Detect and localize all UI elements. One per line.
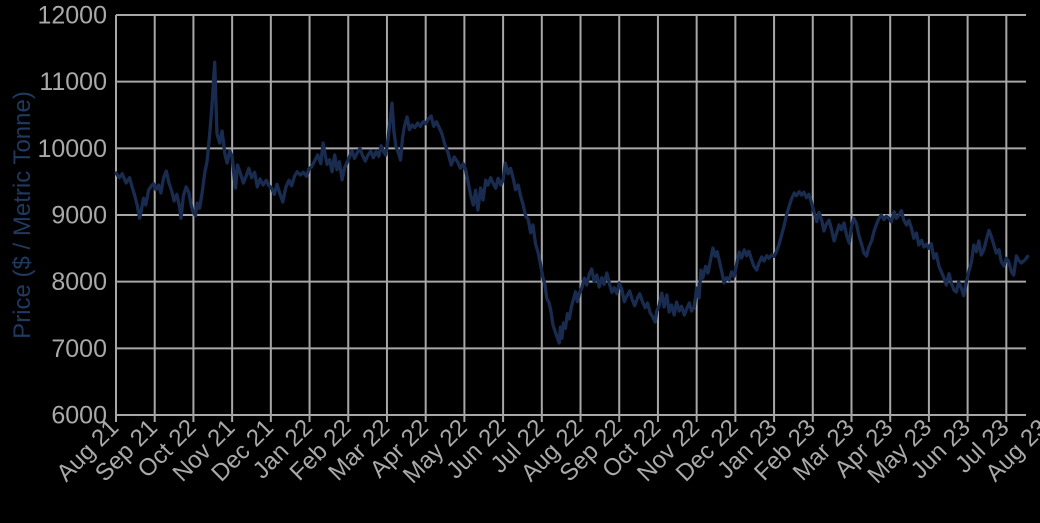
axes: [115, 15, 1026, 416]
grid-lines: [115, 14, 1026, 422]
y-tick-label: 9000: [51, 202, 107, 230]
y-tick-label: 11000: [39, 68, 107, 96]
y-tick-label: 6000: [51, 402, 107, 430]
y-tick-label: 10000: [37, 135, 107, 163]
price-line-series: [114, 60, 1030, 345]
y-tick-label: 12000: [37, 2, 107, 30]
y-tick-label: 8000: [51, 268, 107, 296]
y-axis-tick-labels: 12000 11000 10000 9000 8000 7000 6000: [37, 2, 107, 430]
y-tick-label: 7000: [51, 335, 107, 363]
price-line: [114, 60, 1030, 345]
y-axis-title: Price ($ / Metric Tonne): [9, 91, 36, 339]
